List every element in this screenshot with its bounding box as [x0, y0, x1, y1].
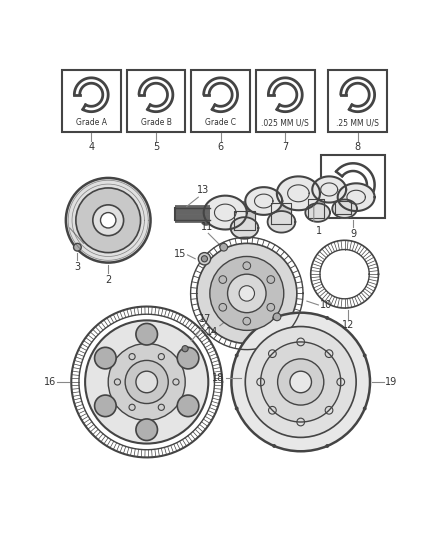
Circle shape [235, 353, 239, 357]
Bar [191, 70, 250, 132]
Circle shape [272, 316, 276, 320]
Circle shape [363, 353, 367, 357]
Circle shape [197, 244, 297, 343]
Bar [127, 70, 185, 132]
Circle shape [325, 444, 329, 448]
Circle shape [136, 324, 158, 345]
Polygon shape [268, 211, 295, 232]
Polygon shape [277, 176, 320, 210]
Circle shape [243, 317, 251, 325]
Text: Grade A: Grade A [76, 118, 107, 127]
Polygon shape [234, 211, 254, 230]
Text: 20: 20 [244, 294, 256, 304]
Circle shape [231, 313, 370, 451]
Circle shape [66, 178, 151, 263]
Circle shape [272, 444, 276, 448]
Circle shape [177, 395, 199, 417]
Text: 8: 8 [355, 142, 361, 152]
Polygon shape [245, 187, 282, 215]
Circle shape [219, 276, 226, 284]
Circle shape [85, 320, 208, 443]
Circle shape [267, 303, 275, 311]
Circle shape [261, 342, 341, 422]
Text: 14: 14 [206, 327, 218, 337]
Text: Grade C: Grade C [205, 118, 236, 127]
Text: 6: 6 [218, 142, 224, 152]
Text: Grade B: Grade B [141, 118, 171, 127]
Text: 9: 9 [350, 229, 356, 239]
Text: 12: 12 [342, 320, 355, 330]
Circle shape [290, 371, 311, 393]
Circle shape [95, 395, 116, 417]
Text: 13: 13 [197, 185, 209, 195]
Bar [328, 70, 387, 132]
Circle shape [74, 244, 81, 251]
Circle shape [125, 360, 168, 403]
Circle shape [239, 286, 254, 301]
Text: 16: 16 [44, 377, 56, 387]
Circle shape [278, 359, 324, 405]
Bar [256, 70, 314, 132]
Text: 10: 10 [320, 300, 332, 310]
Text: 18: 18 [212, 373, 224, 383]
Circle shape [95, 348, 116, 369]
Polygon shape [231, 217, 258, 239]
Circle shape [243, 262, 251, 270]
Polygon shape [332, 199, 357, 218]
Circle shape [267, 276, 275, 284]
Text: .025 MM U/S: .025 MM U/S [261, 118, 309, 127]
Text: 7: 7 [282, 142, 289, 152]
Circle shape [325, 316, 329, 320]
Text: 19: 19 [385, 377, 398, 387]
Circle shape [219, 303, 226, 311]
Polygon shape [312, 176, 346, 203]
Text: 5: 5 [153, 142, 159, 152]
Text: 17: 17 [199, 314, 211, 324]
Circle shape [363, 407, 367, 410]
Polygon shape [307, 199, 324, 218]
Circle shape [136, 419, 158, 440]
Circle shape [100, 213, 116, 228]
Text: .25 MM U/S: .25 MM U/S [336, 118, 379, 127]
Circle shape [235, 407, 239, 410]
Circle shape [201, 256, 208, 262]
Circle shape [182, 345, 188, 352]
Text: 4: 4 [88, 142, 94, 152]
Circle shape [93, 205, 124, 236]
Text: 3: 3 [74, 262, 81, 272]
Text: 11: 11 [201, 222, 213, 232]
Text: 15: 15 [173, 249, 186, 259]
Circle shape [198, 253, 211, 265]
Polygon shape [204, 196, 247, 230]
Circle shape [177, 348, 199, 369]
Circle shape [136, 371, 158, 393]
Circle shape [273, 313, 281, 321]
Circle shape [76, 188, 141, 253]
Bar [321, 155, 385, 218]
Circle shape [245, 327, 356, 438]
Polygon shape [272, 203, 291, 224]
Bar [62, 70, 120, 132]
Text: 2: 2 [105, 275, 111, 285]
Circle shape [210, 256, 284, 330]
Polygon shape [336, 201, 351, 214]
Circle shape [228, 274, 266, 313]
Circle shape [108, 343, 185, 421]
Circle shape [220, 244, 228, 251]
Polygon shape [338, 183, 374, 211]
Text: 1: 1 [316, 227, 322, 237]
Polygon shape [305, 203, 330, 222]
